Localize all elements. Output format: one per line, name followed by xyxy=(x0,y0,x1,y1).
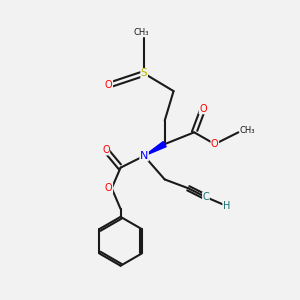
Text: O: O xyxy=(199,104,207,114)
Text: O: O xyxy=(105,80,112,90)
Text: H: H xyxy=(223,201,230,211)
Text: C: C xyxy=(202,192,209,202)
Text: CH₃: CH₃ xyxy=(240,126,255,135)
Text: O: O xyxy=(211,139,219,149)
Text: O: O xyxy=(105,183,112,193)
Text: S: S xyxy=(141,68,147,78)
Text: O: O xyxy=(102,145,110,155)
Text: CH₃: CH₃ xyxy=(134,28,149,37)
Text: N: N xyxy=(140,151,148,161)
Polygon shape xyxy=(144,142,166,156)
